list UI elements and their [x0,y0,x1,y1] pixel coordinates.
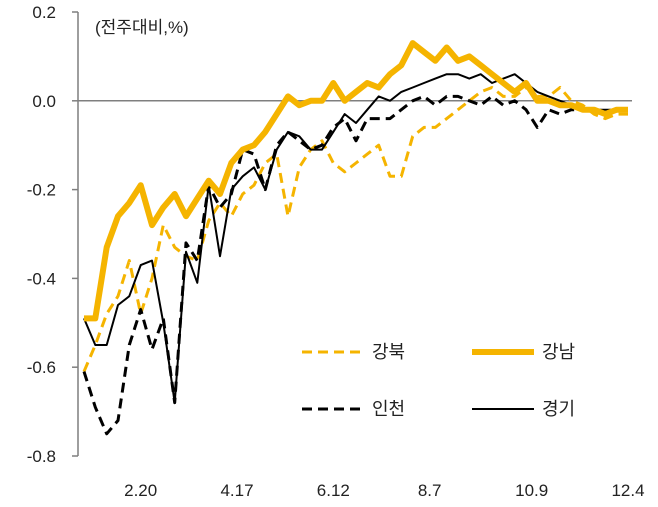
y-tick-label: -0.4 [27,269,56,288]
y-tick-label: -0.6 [27,358,56,377]
series-line-0 [82,86,628,373]
y-tick-label: 0.2 [32,3,56,22]
legend-label-0: 강북 [372,342,405,362]
x-tick-label: 4.17 [220,481,253,500]
series-line-3 [83,73,628,404]
x-tick-label: 8.7 [418,481,442,500]
y-tick-label: -0.2 [27,181,56,200]
x-tick-label: 6.12 [317,481,350,500]
legend-label-2: 인천 [372,399,405,419]
unit-label: (전주대비,%) [95,18,189,37]
series-layer [82,40,628,436]
series-line-1 [84,40,628,322]
series-line-2 [82,94,628,436]
x-tick-label: 2.20 [124,481,157,500]
legend-label-3: 경기 [542,399,575,419]
x-tick-label: 10.9 [515,481,548,500]
x-tick-label: 12.4 [611,481,644,500]
y-tick-label: 0.0 [32,92,56,111]
y-tick-label: -0.8 [27,447,56,466]
legend-label-1: 강남 [542,342,575,362]
axes: 0.2 0.0 -0.2 -0.4 -0.6 -0.8 2.20 4.17 6.12 8.7 10.… [27,3,645,500]
